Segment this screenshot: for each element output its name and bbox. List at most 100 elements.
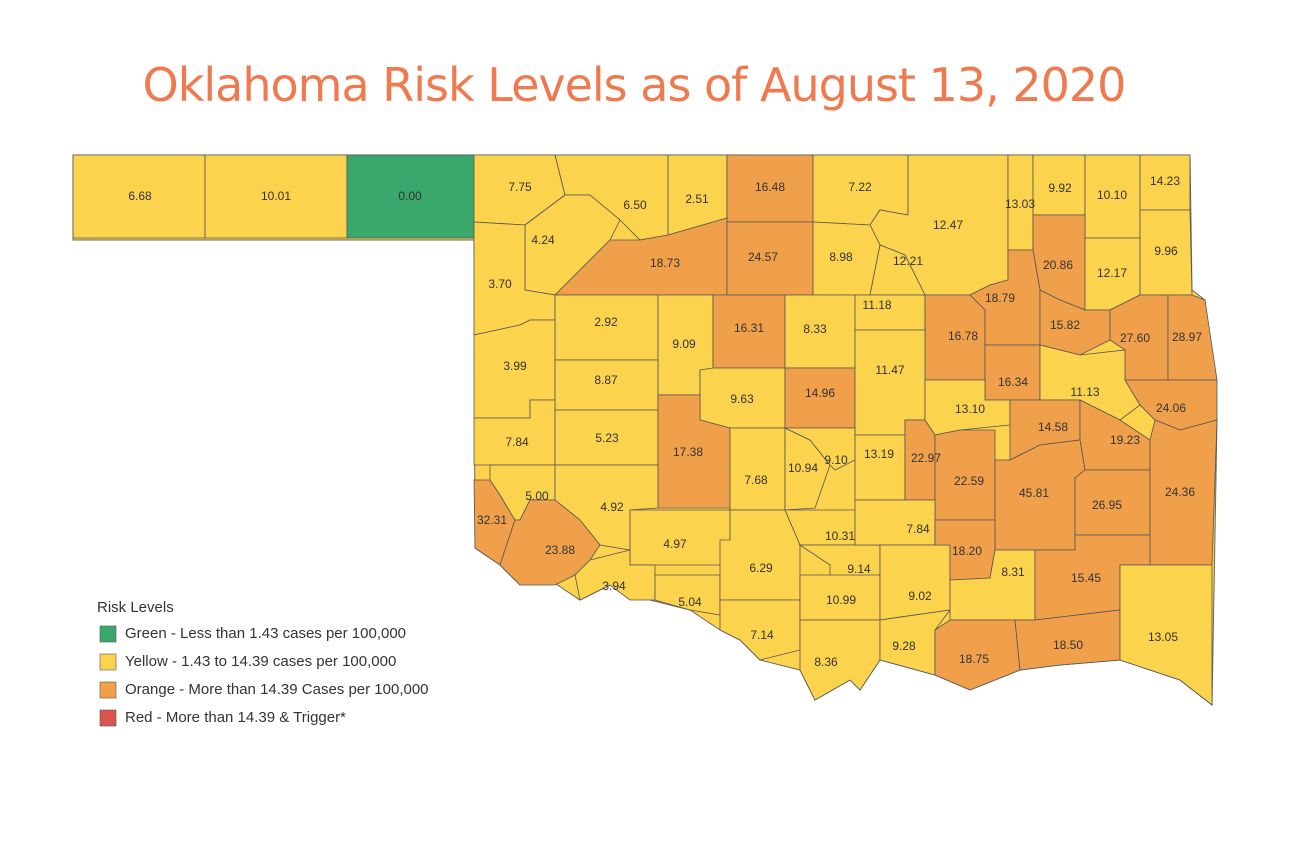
county-label: 7.68 bbox=[744, 473, 768, 487]
county-label: 24.06 bbox=[1156, 401, 1186, 415]
county bbox=[499, 499, 601, 586]
county-label: 13.03 bbox=[1005, 197, 1035, 211]
county bbox=[969, 249, 1041, 346]
legend-swatch bbox=[99, 625, 117, 643]
legend-label: Yellow - 1.43 to 14.39 cases per 100,000 bbox=[125, 653, 396, 670]
legend: Risk Levels Green - Less than 1.43 cases… bbox=[97, 599, 429, 727]
county-label: 16.48 bbox=[755, 180, 785, 194]
county-label: 9.02 bbox=[908, 589, 932, 603]
county-label: 0.00 bbox=[398, 189, 422, 203]
legend-swatch bbox=[99, 653, 117, 671]
county-label: 10.99 bbox=[826, 593, 856, 607]
county-label: 5.00 bbox=[525, 489, 549, 503]
county-label: 3.99 bbox=[503, 359, 527, 373]
county bbox=[719, 509, 801, 601]
county-label: 6.50 bbox=[623, 198, 647, 212]
county-label: 7.84 bbox=[906, 522, 930, 536]
county bbox=[854, 434, 906, 501]
county-label: 13.10 bbox=[955, 402, 985, 416]
county-label: 22.97 bbox=[911, 451, 941, 465]
county-label: 12.47 bbox=[933, 218, 963, 232]
county-label: 24.36 bbox=[1165, 485, 1195, 499]
county-label: 10.01 bbox=[261, 189, 291, 203]
county-label: 24.57 bbox=[748, 250, 778, 264]
county-label: 15.45 bbox=[1071, 571, 1101, 585]
county-label: 8.98 bbox=[829, 250, 853, 264]
county-label: 7.84 bbox=[505, 435, 529, 449]
county-label: 10.31 bbox=[825, 529, 855, 543]
county-label: 10.94 bbox=[788, 461, 818, 475]
county bbox=[729, 427, 786, 511]
county-label: 14.96 bbox=[805, 386, 835, 400]
county-label: 11.18 bbox=[862, 298, 891, 312]
county-label: 9.92 bbox=[1048, 181, 1072, 195]
county-label: 12.21 bbox=[893, 254, 923, 268]
county-label: 7.75 bbox=[508, 180, 532, 194]
county-label: 18.20 bbox=[952, 544, 982, 558]
county-label: 26.95 bbox=[1092, 498, 1122, 512]
county-label: 5.23 bbox=[595, 431, 619, 445]
county-label: 7.14 bbox=[750, 628, 774, 642]
county-label: 9.63 bbox=[730, 392, 754, 406]
county-label: 2.51 bbox=[685, 192, 709, 206]
map-title: Oklahoma Risk Levels as of August 13, 20… bbox=[142, 58, 1127, 112]
county-label: 9.96 bbox=[1154, 244, 1178, 258]
county-label: 45.81 bbox=[1019, 486, 1049, 500]
counties: 6.68 10.01 0.00 7.75 6.50 2.51 16.48 7.22 12.47 1… bbox=[72, 154, 1218, 706]
county bbox=[784, 427, 856, 471]
county-label: 16.78 bbox=[948, 329, 978, 343]
legend-label: Green - Less than 1.43 cases per 100,000 bbox=[125, 625, 406, 642]
county-label: 13.05 bbox=[1148, 630, 1178, 644]
county-label: 18.50 bbox=[1053, 638, 1083, 652]
county-label: 32.31 bbox=[477, 513, 507, 527]
county bbox=[1119, 564, 1213, 706]
county-label: 14.58 bbox=[1038, 420, 1068, 434]
county-label: 8.31 bbox=[1001, 565, 1025, 579]
county-label: 4.97 bbox=[663, 537, 687, 551]
legend-label: Red - More than 14.39 & Trigger* bbox=[125, 709, 346, 726]
legend-swatch bbox=[99, 709, 117, 727]
county-label: 19.23 bbox=[1110, 433, 1140, 447]
county-label: 11.47 bbox=[875, 363, 904, 377]
county bbox=[854, 329, 926, 436]
county-label: 7.22 bbox=[848, 180, 872, 194]
county-label: 18.75 bbox=[959, 652, 989, 666]
legend-label: Orange - More than 14.39 Cases per 100,0… bbox=[125, 681, 429, 698]
county-label: 23.88 bbox=[545, 543, 575, 557]
legend-swatch bbox=[99, 681, 117, 699]
county-label: 3.94 bbox=[602, 579, 626, 593]
county-label: 16.34 bbox=[998, 375, 1028, 389]
county-label: 22.59 bbox=[954, 474, 984, 488]
county-label: 4.92 bbox=[600, 500, 624, 514]
legend-title: Risk Levels bbox=[97, 599, 174, 616]
county bbox=[984, 344, 1041, 401]
county-label: 6.68 bbox=[128, 189, 152, 203]
county-label: 8.87 bbox=[594, 373, 618, 387]
county-label: 27.60 bbox=[1120, 331, 1150, 345]
county-label: 18.79 bbox=[985, 291, 1015, 305]
county-label: 10.10 bbox=[1097, 188, 1127, 202]
county-label: 2.92 bbox=[594, 315, 618, 329]
county-label: 9.10 bbox=[824, 453, 848, 467]
county-label: 17.38 bbox=[673, 445, 703, 459]
county-label: 13.19 bbox=[864, 447, 894, 461]
county-label: 5.04 bbox=[678, 595, 702, 609]
county bbox=[473, 399, 556, 466]
county-label: 4.24 bbox=[531, 233, 555, 247]
county bbox=[879, 544, 951, 621]
county-label: 16.31 bbox=[734, 321, 764, 335]
county-label: 9.28 bbox=[892, 639, 916, 653]
county-label: 6.29 bbox=[749, 561, 773, 575]
county bbox=[654, 574, 721, 616]
county-label: 11.13 bbox=[1070, 385, 1099, 399]
county bbox=[799, 619, 881, 701]
county-label: 8.36 bbox=[814, 655, 838, 669]
county-label: 9.14 bbox=[847, 562, 871, 576]
county-label: 8.33 bbox=[803, 322, 827, 336]
county bbox=[574, 549, 656, 601]
county-label: 12.17 bbox=[1097, 266, 1127, 280]
county-label: 9.09 bbox=[672, 337, 696, 351]
county-label: 28.97 bbox=[1172, 330, 1202, 344]
